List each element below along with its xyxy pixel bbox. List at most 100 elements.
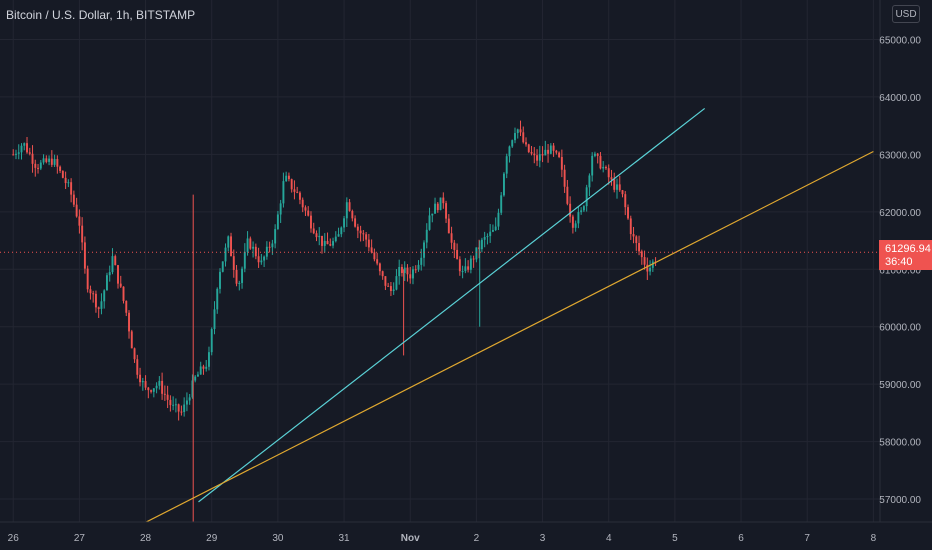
candle-body	[616, 184, 618, 190]
candle-body	[166, 394, 169, 400]
candle-body	[321, 235, 323, 246]
candle-body	[491, 229, 494, 232]
candle-body	[591, 155, 594, 176]
candle-body	[431, 213, 434, 216]
time-tick-label: 29	[206, 533, 218, 544]
candle-body	[412, 269, 414, 279]
candle-body	[571, 216, 574, 228]
price-tick-label: 60000.00	[879, 323, 921, 334]
candle-body	[533, 153, 536, 156]
time-tick-label: 5	[672, 533, 678, 544]
candle-body	[381, 271, 384, 277]
candle-body	[525, 142, 527, 145]
candle-body	[500, 195, 503, 213]
candle-body	[343, 218, 346, 228]
candle-body	[544, 149, 547, 156]
candle-body	[434, 203, 437, 214]
candle-body	[78, 216, 81, 226]
candle-body	[538, 154, 541, 161]
candle-body	[621, 190, 624, 195]
candle-body	[362, 233, 365, 235]
candle-body	[39, 162, 42, 169]
candle-body	[12, 154, 15, 156]
chart-grid	[0, 0, 880, 522]
candle-body	[298, 192, 301, 200]
candle-body	[516, 129, 519, 134]
candle-body	[304, 207, 307, 211]
price-tick-label: 59000.00	[879, 380, 921, 391]
candle-body	[194, 376, 197, 381]
candle-body	[180, 411, 183, 413]
candle-body	[618, 184, 621, 191]
candle-body	[268, 246, 271, 248]
candle-body	[31, 153, 34, 164]
candle-body	[378, 263, 381, 272]
candle-body	[290, 179, 293, 190]
candle-body	[505, 156, 508, 174]
candle-body	[34, 163, 37, 168]
candle-body	[191, 380, 194, 398]
candle-body	[254, 246, 257, 257]
candle-body	[456, 249, 459, 260]
current-price-badge: 61296.94 36:40	[879, 240, 932, 270]
candle-body	[445, 203, 448, 219]
candle-body	[326, 240, 329, 245]
candle-body	[48, 158, 51, 162]
candle-body	[475, 247, 478, 260]
candle-body	[555, 150, 558, 153]
candle-body	[97, 307, 100, 309]
candle-body	[384, 276, 387, 286]
candle-body	[593, 153, 596, 156]
candle-body	[81, 225, 84, 243]
candle-body	[519, 129, 522, 133]
candle-body	[569, 203, 572, 217]
candle-body	[643, 257, 646, 265]
candle-body	[356, 226, 359, 231]
time-axis[interactable]: 26 27 28 29 30 31 Nov 2 3 4 5 6 7 8	[0, 521, 932, 550]
price-axis[interactable]: 65000.00 64000.00 63000.00 62000.00 61000.00…	[879, 0, 932, 550]
candle-body	[141, 381, 144, 383]
time-tick-label: 28	[140, 533, 152, 544]
candle-body	[235, 269, 238, 284]
price-tick-label: 57000.00	[879, 495, 921, 506]
candle-body	[365, 234, 368, 240]
candles	[12, 120, 657, 534]
trendline-orange[interactable]	[112, 150, 874, 540]
candle-body	[150, 390, 153, 392]
time-tick-label: 26	[8, 533, 20, 544]
candle-body	[602, 166, 605, 169]
candle-body	[530, 151, 533, 154]
price-tick-label: 64000.00	[879, 93, 921, 104]
price-axis-bg	[880, 0, 932, 550]
candle-body	[348, 202, 351, 211]
candle-body	[177, 404, 180, 412]
candle-body	[224, 247, 227, 262]
candle-body	[293, 189, 296, 192]
candle-body	[354, 218, 357, 227]
candle-body	[139, 374, 142, 383]
candle-body	[467, 266, 470, 270]
time-tick-label: 4	[606, 533, 612, 544]
candle-body	[103, 290, 106, 302]
candle-body	[329, 244, 332, 246]
candle-body	[108, 272, 111, 276]
candle-body	[423, 242, 425, 258]
trendline-cyan[interactable]	[198, 107, 706, 503]
currency-button[interactable]: USD	[892, 5, 920, 23]
candle-body	[174, 404, 177, 406]
trendlines[interactable]	[112, 107, 874, 540]
candle-body	[635, 236, 638, 244]
candle-body	[638, 243, 641, 252]
candle-body	[70, 182, 73, 195]
time-tick-label: 7	[804, 533, 810, 544]
candle-body	[114, 256, 117, 266]
candle-body	[549, 145, 552, 154]
candle-body	[232, 256, 235, 270]
candle-body	[208, 352, 210, 367]
candle-body	[439, 197, 442, 211]
candle-body	[527, 144, 530, 152]
candle-body	[599, 155, 602, 169]
candle-body	[219, 271, 221, 289]
price-tick-label: 65000.00	[879, 35, 921, 46]
